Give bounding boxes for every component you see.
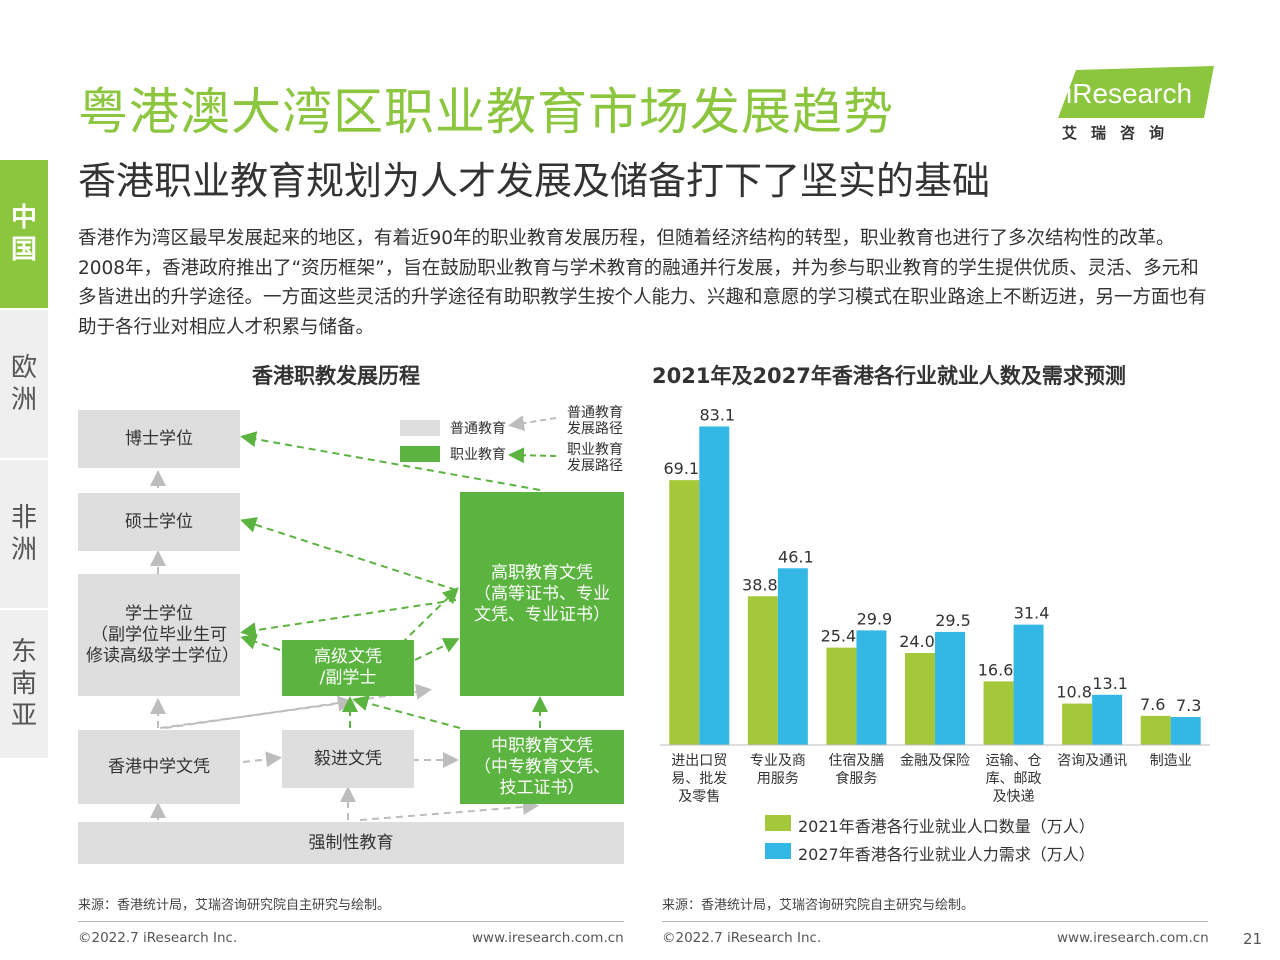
website-link-right[interactable]: www.iresearch.com.cn xyxy=(1057,930,1209,946)
source-left: 来源：香港统计局，艾瑞咨询研究院自主研究与绘制。 xyxy=(78,898,391,913)
bachelor-box: 学士学位 （副学位毕业生可修读高级学士学位） xyxy=(78,574,240,696)
category-label: 用服务 xyxy=(757,771,799,787)
category-label: 咨询及通讯 xyxy=(1057,753,1127,769)
chart-title: 2021年及2027年香港各行业就业人数及需求预测 xyxy=(652,364,1126,388)
data-label: 24.0 xyxy=(899,632,935,651)
data-label: 46.1 xyxy=(778,547,814,566)
website-link-left[interactable]: www.iresearch.com.cn xyxy=(472,930,624,946)
logo-badge xyxy=(1058,66,1214,118)
phd-label: 博士学位 xyxy=(125,428,193,449)
footer-divider-left xyxy=(78,921,624,922)
category-label: 金融及保险 xyxy=(900,753,970,769)
sidebar-item-label: 中 国 xyxy=(10,203,37,265)
data-label: 69.1 xyxy=(663,459,699,478)
hkdse-box: 香港中学文凭 xyxy=(78,730,240,804)
sidebar-item-label: 欧 洲 xyxy=(10,353,37,415)
category-label: 专业及商 xyxy=(750,753,806,769)
bar-chart: 69.183.1进出口贸易、批发及零售38.846.1专业及商用服务25.429… xyxy=(660,405,1210,805)
legend-2027-swatch xyxy=(765,843,791,859)
bar-2027 xyxy=(1170,717,1201,745)
page-number: 21 xyxy=(1243,930,1263,948)
master-box: 硕士学位 xyxy=(78,493,240,551)
page-title: 粤港澳大湾区职业教育市场发展趋势 xyxy=(78,83,894,141)
legend-general-path-label: 普通教育 发展路径 xyxy=(567,405,623,437)
legend-general-label: 普通教育 xyxy=(450,421,506,437)
category-label: 运输、仓 xyxy=(986,753,1042,769)
logo-text: iResearch xyxy=(1066,78,1193,109)
compulsory-label: 强制性教育 xyxy=(308,832,394,853)
sidebar-item-southeast-asia[interactable]: 东 南 亚 xyxy=(0,610,48,758)
sidebar-item-label: 东 南 亚 xyxy=(10,637,37,731)
bar-2027 xyxy=(699,426,730,745)
category-label: 及零售 xyxy=(678,789,720,805)
page-subtitle: 香港职业教育规划为人才发展及储备打下了坚实的基础 xyxy=(78,159,991,203)
source-right: 来源：香港统计局，艾瑞咨询研究院自主研究与绘制。 xyxy=(662,898,975,913)
legend-vocational-swatch xyxy=(400,446,440,462)
copyright-right: ©2022.7 iResearch Inc. xyxy=(662,930,822,946)
data-label: 13.1 xyxy=(1092,674,1128,693)
bar-2021 xyxy=(1140,715,1171,745)
data-label: 29.5 xyxy=(935,611,971,630)
category-label: 库、邮政 xyxy=(986,771,1042,787)
copyright-left: ©2022.7 iResearch Inc. xyxy=(78,930,238,946)
yijin-label: 毅进文凭 xyxy=(314,748,382,769)
voc-mid-label: 中职教育文凭 （中专教育文凭、技工证书） xyxy=(474,735,610,798)
voc-higher-label: 高职教育文凭 （高等证书、专业文凭、专业证书） xyxy=(474,562,610,625)
legend-2021-swatch xyxy=(765,815,791,831)
sidebar-item-label: 非 洲 xyxy=(10,503,37,565)
bar-2021 xyxy=(747,596,778,745)
data-label: 10.8 xyxy=(1056,683,1092,702)
phd-box: 博士学位 xyxy=(78,410,240,468)
category-label: 进出口贸 xyxy=(671,753,727,769)
category-label: 食服务 xyxy=(835,770,877,787)
data-label: 29.9 xyxy=(857,609,893,628)
category-label: 易、批发 xyxy=(671,771,727,787)
bar-2021 xyxy=(826,647,857,745)
legend-vocational-label: 职业教育 xyxy=(450,447,506,463)
diagram-title: 香港职教发展历程 xyxy=(252,364,420,388)
yijin-box: 毅进文凭 xyxy=(282,730,414,788)
category-label: 及快递 xyxy=(993,789,1035,805)
category-label: 住宿及膳 xyxy=(828,752,884,769)
data-label: 7.3 xyxy=(1176,696,1201,715)
bar-2027 xyxy=(777,568,808,745)
legend-general-swatch xyxy=(400,420,440,436)
higher-diploma-box: 高级文凭 /副学士 xyxy=(282,640,414,696)
data-label: 25.4 xyxy=(821,627,857,646)
voc-mid-box: 中职教育文凭 （中专教育文凭、技工证书） xyxy=(460,730,624,804)
master-label: 硕士学位 xyxy=(125,511,193,532)
bar-2027 xyxy=(856,630,887,745)
data-label: 31.4 xyxy=(1014,604,1050,623)
sidebar-item-africa[interactable]: 非 洲 xyxy=(0,460,48,608)
sidebar-item-europe[interactable]: 欧 洲 xyxy=(0,310,48,458)
legend-2027-label: 2027年香港各行业就业人力需求（万人） xyxy=(798,845,1095,864)
legend-2021-label: 2021年香港各行业就业人口数量（万人） xyxy=(798,817,1095,836)
bar-2027 xyxy=(1092,694,1123,745)
bar-2021 xyxy=(983,681,1014,745)
hkdse-label: 香港中学文凭 xyxy=(108,756,210,777)
data-label: 16.6 xyxy=(978,660,1014,679)
sidebar-item-china[interactable]: 中 国 xyxy=(0,160,48,308)
compulsory-box: 强制性教育 xyxy=(78,822,624,864)
bar-2027 xyxy=(1013,624,1044,745)
bar-2021 xyxy=(669,480,700,745)
intro-paragraph: 香港作为湾区最早发展起来的地区，有着近90年的职业教育发展历程，但随着经济结构的… xyxy=(78,228,1207,338)
bar-2021 xyxy=(905,653,935,745)
data-label: 83.1 xyxy=(699,405,735,424)
legend-vocational-path-label: 职业教育 发展路径 xyxy=(567,442,623,474)
bachelor-label: 学士学位 （副学位毕业生可修读高级学士学位） xyxy=(86,603,239,666)
bar-2027 xyxy=(935,631,965,745)
data-label: 38.8 xyxy=(742,575,778,594)
voc-higher-box: 高职教育文凭 （高等证书、专业文凭、专业证书） xyxy=(460,492,624,696)
logo-subtitle: 艾瑞咨询 xyxy=(1062,124,1179,142)
footer-divider-right xyxy=(662,921,1208,922)
data-label: 7.6 xyxy=(1140,695,1165,714)
category-label: 制造业 xyxy=(1150,753,1192,769)
bar-2021 xyxy=(1062,703,1093,745)
higher-diploma-label: 高级文凭 /副学士 xyxy=(314,647,382,688)
